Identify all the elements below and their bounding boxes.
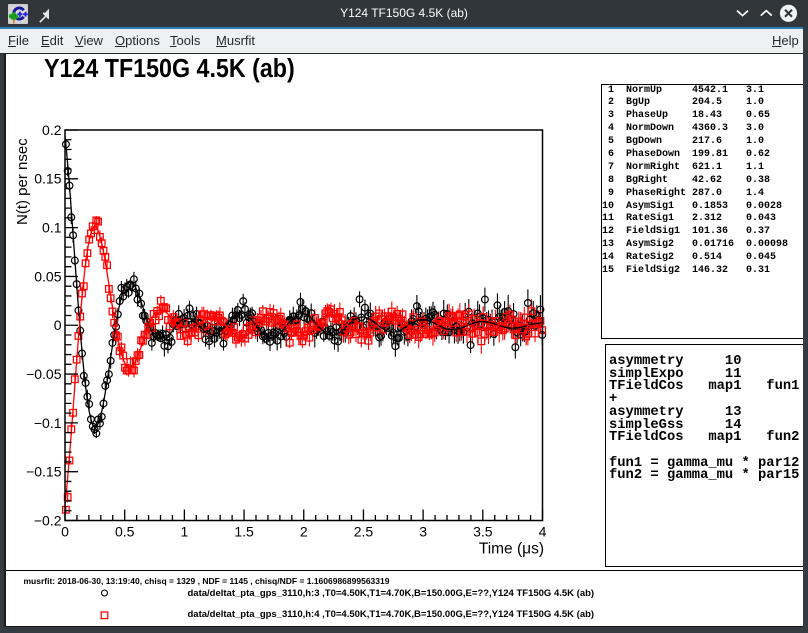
svg-text:3.5: 3.5	[473, 524, 493, 540]
svg-text:−0.1: −0.1	[34, 415, 62, 431]
svg-text:0: 0	[54, 317, 62, 333]
svg-text:0.5: 0.5	[115, 524, 135, 540]
svg-text:1.5: 1.5	[234, 524, 254, 540]
svg-text:1: 1	[180, 524, 188, 540]
svg-text:2: 2	[300, 524, 308, 540]
svg-text:−0.05: −0.05	[26, 366, 62, 382]
svg-text:0: 0	[61, 524, 69, 540]
svg-text:0.05: 0.05	[34, 268, 61, 284]
svg-text:0.1: 0.1	[42, 220, 62, 236]
svg-text:Y124 TF150G 4.5K (ab): Y124 TF150G 4.5K (ab)	[44, 55, 295, 83]
svg-text:3: 3	[419, 524, 427, 540]
svg-text:N(t) per nsec: N(t) per nsec	[14, 138, 31, 225]
svg-text:4: 4	[539, 524, 547, 540]
svg-text:−0.15: −0.15	[26, 464, 62, 480]
svg-text:Time (μs): Time (μs)	[479, 541, 544, 558]
svg-text:0.2: 0.2	[42, 122, 62, 138]
svg-text:0.15: 0.15	[34, 171, 61, 187]
svg-text:−0.2: −0.2	[34, 512, 62, 528]
svg-text:2.5: 2.5	[354, 524, 374, 540]
